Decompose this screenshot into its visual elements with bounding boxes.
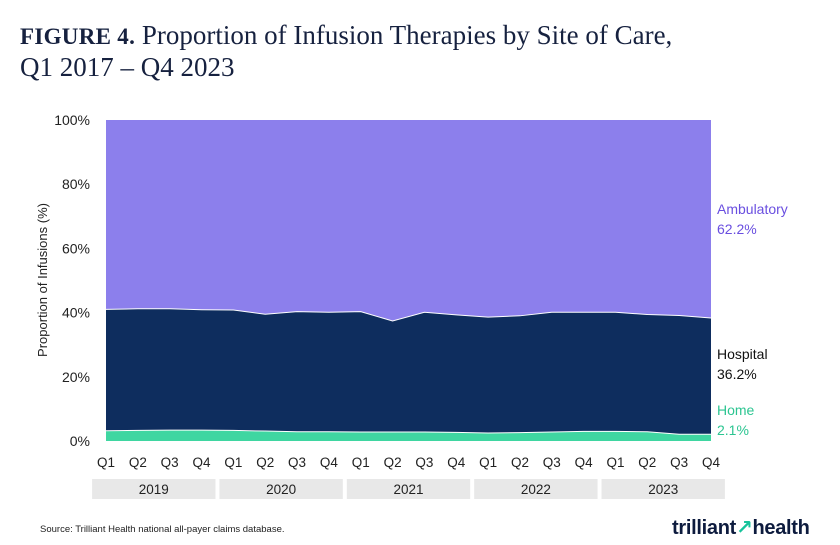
series-boundary-hospital-home: [105, 429, 711, 435]
series-boundary-ambulatory-hospital: [105, 308, 712, 322]
y-tick-label: 40%: [62, 305, 90, 321]
x-tick-label: Q3: [161, 455, 179, 470]
series-area-hospital: [106, 308, 711, 435]
year-label: 2021: [393, 482, 423, 497]
x-tick-label: Q3: [415, 455, 433, 470]
y-tick-label: 80%: [62, 176, 90, 192]
x-tick-label: Q4: [320, 455, 339, 470]
end-label-home-value: 2.1%: [717, 422, 749, 438]
title-line-1: Proportion of Infusion Therapies by Site…: [141, 20, 673, 50]
x-tick-label: Q3: [288, 455, 306, 470]
series-area-home: [106, 430, 711, 441]
year-label: 2019: [139, 482, 169, 497]
x-tick-label: Q3: [670, 455, 688, 470]
x-tick-label: Q4: [575, 455, 594, 470]
year-band: [219, 479, 343, 499]
x-tick-label: Q3: [543, 455, 561, 470]
leaf-icon: ↗: [735, 517, 753, 539]
end-label-ambulatory-name: Ambulatory: [717, 201, 788, 217]
x-tick-label: Q1: [479, 455, 497, 470]
year-band: [474, 479, 598, 499]
logo-text-health: health: [752, 517, 810, 539]
x-tick-label: Q2: [511, 455, 529, 470]
x-tick-label: Q2: [384, 455, 402, 470]
x-tick-label: Q2: [638, 455, 656, 470]
x-tick-label: Q1: [97, 455, 115, 470]
y-tick-label: 60%: [62, 240, 90, 256]
source-note: Source: Trilliant Health national all-pa…: [40, 524, 285, 535]
chart-title: FIGURE 4. Proportion of Infusion Therapi…: [20, 20, 820, 83]
logo-text-trilliant: trilliant: [672, 517, 736, 539]
year-band: [346, 479, 471, 499]
figure-label: FIGURE 4.: [20, 24, 136, 49]
title-line-2: Q1 2017 – Q4 2023: [20, 52, 235, 82]
x-tick-label: Q4: [447, 455, 466, 470]
x-tick-label: Q2: [256, 455, 274, 470]
y-tick-label: 20%: [62, 369, 90, 385]
year-label: 2023: [648, 482, 678, 497]
year-label: 2020: [266, 482, 296, 497]
x-tick-label: Q4: [702, 455, 721, 470]
end-label-ambulatory-value: 62.2%: [717, 221, 757, 237]
end-label-hospital-value: 36.2%: [717, 366, 757, 382]
x-tick-label: Q1: [224, 455, 242, 470]
year-band: [601, 479, 725, 499]
x-tick-label: Q1: [352, 455, 370, 470]
x-tick-label: Q2: [129, 455, 147, 470]
x-tick-label: Q1: [606, 455, 624, 470]
trilliant-health-logo: trilliant↗health: [672, 515, 810, 540]
year-band: [92, 479, 216, 499]
y-tick-label: 100%: [54, 112, 90, 128]
y-axis-label: Proportion of Infusions (%): [35, 203, 50, 357]
series-area-ambulatory: [106, 120, 711, 321]
x-tick-label: Q4: [193, 455, 212, 470]
y-tick-label: 0%: [70, 433, 90, 449]
end-label-hospital-name: Hospital: [717, 346, 768, 362]
end-label-home-name: Home: [717, 402, 755, 418]
year-label: 2022: [521, 482, 551, 497]
